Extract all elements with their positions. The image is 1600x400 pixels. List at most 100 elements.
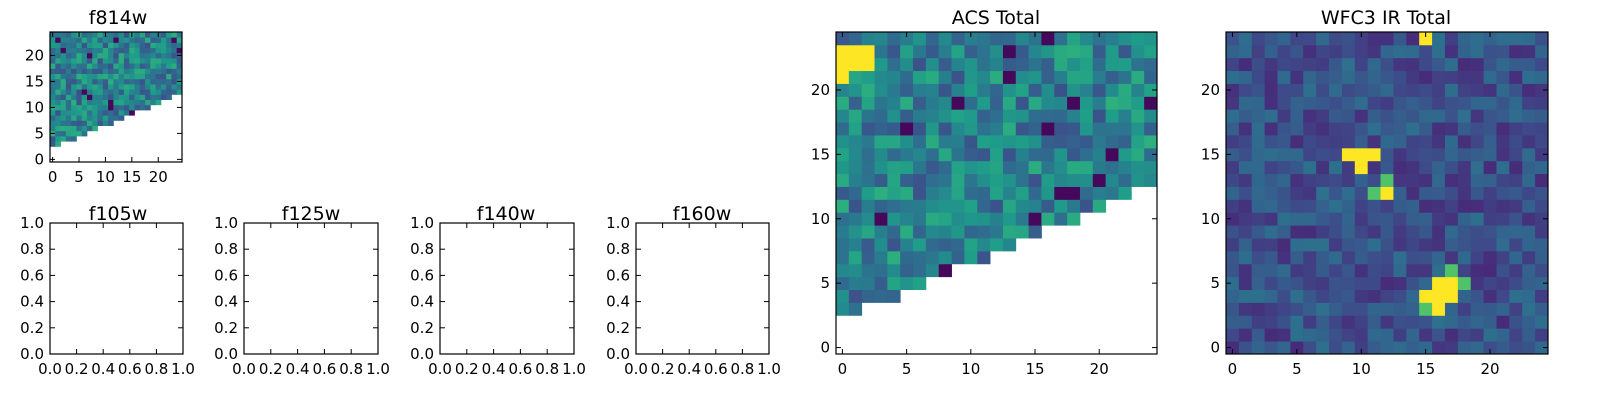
heatmap-cell xyxy=(97,63,104,69)
heatmap-cell xyxy=(1509,186,1523,200)
y-tick-label: 0.4 xyxy=(20,293,44,311)
heatmap-cell xyxy=(1432,302,1446,316)
heatmap-cell xyxy=(1303,225,1317,239)
heatmap-cell xyxy=(65,63,72,69)
heatmap-cell xyxy=(1535,109,1549,123)
heatmap-cell xyxy=(123,84,130,90)
heatmap-cell xyxy=(65,32,72,38)
heatmap-cell xyxy=(118,78,125,85)
heatmap-cell xyxy=(1535,57,1549,72)
y-tick-label: 5 xyxy=(1210,274,1220,292)
heatmap-cell xyxy=(97,115,104,121)
heatmap-cell xyxy=(1316,160,1330,175)
heatmap-cell xyxy=(861,173,875,187)
heatmap-cell xyxy=(76,37,83,43)
heatmap-cell xyxy=(1341,263,1356,278)
heatmap-cell xyxy=(108,115,114,121)
heatmap-cell xyxy=(1015,147,1029,162)
heatmap-cell xyxy=(848,199,863,213)
heatmap-cell xyxy=(176,68,183,74)
x-tick-label: 20 xyxy=(1090,360,1109,378)
heatmap-cell xyxy=(1251,122,1266,136)
heatmap-cell xyxy=(1367,225,1381,239)
y-tick-label: 0.0 xyxy=(20,345,44,363)
heatmap-cell xyxy=(123,68,130,74)
heatmap-cell xyxy=(1535,186,1549,200)
heatmap-cell xyxy=(1444,96,1459,110)
heatmap-cell xyxy=(1432,263,1446,278)
heatmap-cell xyxy=(71,94,77,100)
heatmap-cell xyxy=(134,68,141,74)
heatmap-cell xyxy=(861,44,875,59)
heatmap-cell xyxy=(1419,44,1433,59)
heatmap-cell xyxy=(1277,70,1291,84)
heatmap-cell xyxy=(836,186,850,200)
heatmap-cell xyxy=(1444,225,1459,239)
heatmap-cell xyxy=(1118,44,1132,59)
heatmap-cell xyxy=(1277,122,1291,136)
heatmap-cell xyxy=(836,212,850,226)
heatmap-cell xyxy=(139,94,146,100)
heatmap-cell xyxy=(1105,44,1119,59)
heatmap-cell xyxy=(900,173,914,187)
heatmap-cell xyxy=(990,160,1004,175)
heatmap-cell xyxy=(900,276,914,290)
heatmap-cell xyxy=(160,47,167,54)
heatmap-cell xyxy=(1341,328,1356,342)
heatmap-cell xyxy=(913,238,927,252)
heatmap-cell xyxy=(160,32,167,38)
heatmap-cell xyxy=(1457,122,1472,136)
heatmap-cell xyxy=(139,68,146,74)
heatmap-cell xyxy=(1509,57,1523,72)
heatmap-cell xyxy=(1316,276,1330,290)
heatmap-cell xyxy=(139,104,146,111)
heatmap-cell xyxy=(86,84,93,90)
heatmap-cell xyxy=(60,130,67,137)
heatmap-cell xyxy=(1028,96,1042,110)
heatmap-cell xyxy=(887,83,901,97)
heatmap-cell xyxy=(1380,212,1394,226)
heatmap-cell xyxy=(50,73,56,80)
heatmap-cell xyxy=(1079,83,1094,97)
heatmap-cell xyxy=(1419,109,1433,123)
heatmap-cell xyxy=(848,238,863,252)
heatmap-cell xyxy=(145,37,151,43)
heatmap-cell xyxy=(1092,109,1107,123)
heatmap-cell xyxy=(1367,160,1381,175)
heatmap-cell xyxy=(155,99,162,106)
heatmap-cell xyxy=(1067,70,1081,84)
heatmap-cell xyxy=(1226,160,1240,175)
heatmap-cell xyxy=(139,89,146,95)
heatmap-cell xyxy=(166,63,172,69)
heatmap-cell xyxy=(176,37,183,43)
heatmap-cell xyxy=(1509,173,1523,187)
heatmap-cell xyxy=(92,78,98,85)
heatmap-cell xyxy=(1367,57,1381,72)
heatmap-cell xyxy=(81,104,88,111)
heatmap-cell xyxy=(1535,225,1549,239)
heatmap-cell xyxy=(1406,263,1420,278)
heatmap-cell xyxy=(1380,135,1394,149)
heatmap-cell xyxy=(55,125,61,132)
heatmap-cell xyxy=(836,250,850,265)
heatmap-cell xyxy=(1483,199,1497,213)
heatmap-cell xyxy=(925,225,940,239)
heatmap-cell xyxy=(874,238,888,252)
heatmap-cell xyxy=(1105,96,1119,110)
heatmap-cell xyxy=(1067,122,1081,136)
heatmap-cell xyxy=(1522,225,1536,239)
heatmap-cell xyxy=(1118,32,1132,46)
heatmap-cell xyxy=(964,109,978,123)
heatmap-cell xyxy=(1015,96,1029,110)
heatmap-cell xyxy=(1341,57,1356,72)
heatmap-cell xyxy=(1054,109,1068,123)
heatmap-cell xyxy=(160,63,167,69)
heatmap-cell xyxy=(86,63,93,69)
heatmap-cell xyxy=(977,186,991,200)
heatmap-cell xyxy=(900,122,914,136)
heatmap-cell xyxy=(1054,122,1068,136)
heatmap-cell xyxy=(1264,147,1278,162)
heatmap-cell xyxy=(925,83,940,97)
heatmap-cell xyxy=(1419,186,1433,200)
